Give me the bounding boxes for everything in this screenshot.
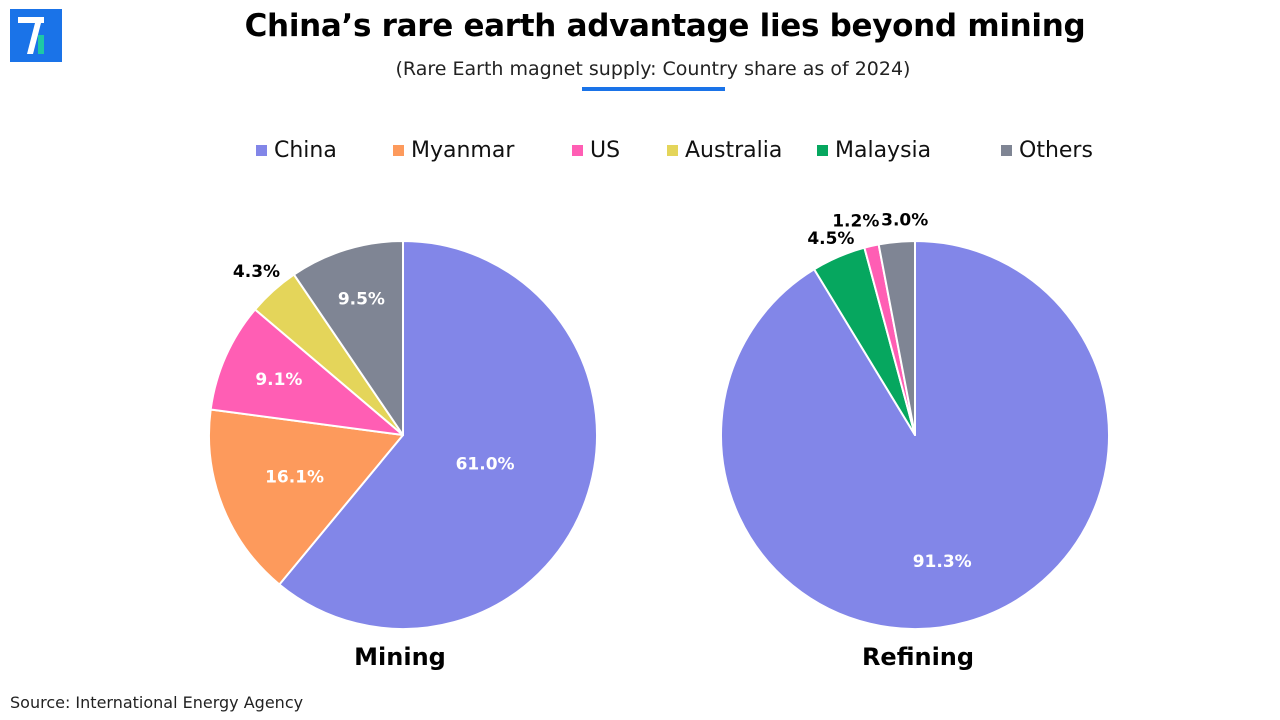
data-label-us: 1.2% [832,211,879,231]
logo-mark-icon [18,17,44,54]
data-label-others: 3.0% [881,211,928,231]
legend-item-others: Others [1001,138,1093,163]
legend-label: Malaysia [835,138,932,163]
data-label-china: 91.3% [913,552,972,572]
legend-item-us: US [572,138,620,163]
pie-chart-mining: 61.0% 16.1% 9.1% 4.3% 9.5% Mining [208,240,598,671]
chart-legend: China Myanmar US Australia Malaysia Othe… [0,138,1280,168]
legend-label: US [590,138,621,163]
legend-swatch [817,145,828,156]
pie-slice-myanmar [208,408,404,586]
data-label-others: 9.5% [338,290,385,310]
legend-label: Others [1019,138,1093,163]
chart-caption: Mining [354,643,446,671]
legend-swatch [572,145,583,156]
legend-item-malaysia: Malaysia [817,138,931,163]
legend-item-myanmar: Myanmar [393,138,514,163]
legend-label: China [274,138,337,163]
data-label-us: 9.1% [255,370,302,390]
legend-item-china: China [256,138,337,163]
pie-slice-us [209,308,404,436]
data-label-myanmar: 16.1% [265,468,324,488]
brand-logo [10,9,62,62]
chart-caption: Refining [862,643,974,671]
legend-swatch [256,145,267,156]
pie-slice-china [720,240,1110,630]
data-label-australia: 4.3% [233,262,280,282]
legend-swatch [667,145,678,156]
source-note: Source: International Energy Agency [10,693,304,712]
pie-chart-refining: 91.3% 4.5%1.2% 3.0% Refining [720,211,1110,671]
pie-slice-others [292,240,404,436]
page-subtitle: (Rare Earth magnet supply: Country share… [395,58,911,80]
legend-label: Myanmar [411,138,515,163]
legend-swatch [393,145,404,156]
pie-slice-china [278,240,598,630]
data-label-malaysia: 4.5% [807,229,854,249]
page-title: China’s rare earth advantage lies beyond… [244,8,1086,44]
legend-label: Australia [685,138,783,163]
subtitle-underline [582,87,725,91]
pie-slice-others [877,240,916,436]
data-label-china: 61.0% [456,455,515,475]
legend-item-australia: Australia [667,138,782,163]
legend-swatch [1001,145,1012,156]
